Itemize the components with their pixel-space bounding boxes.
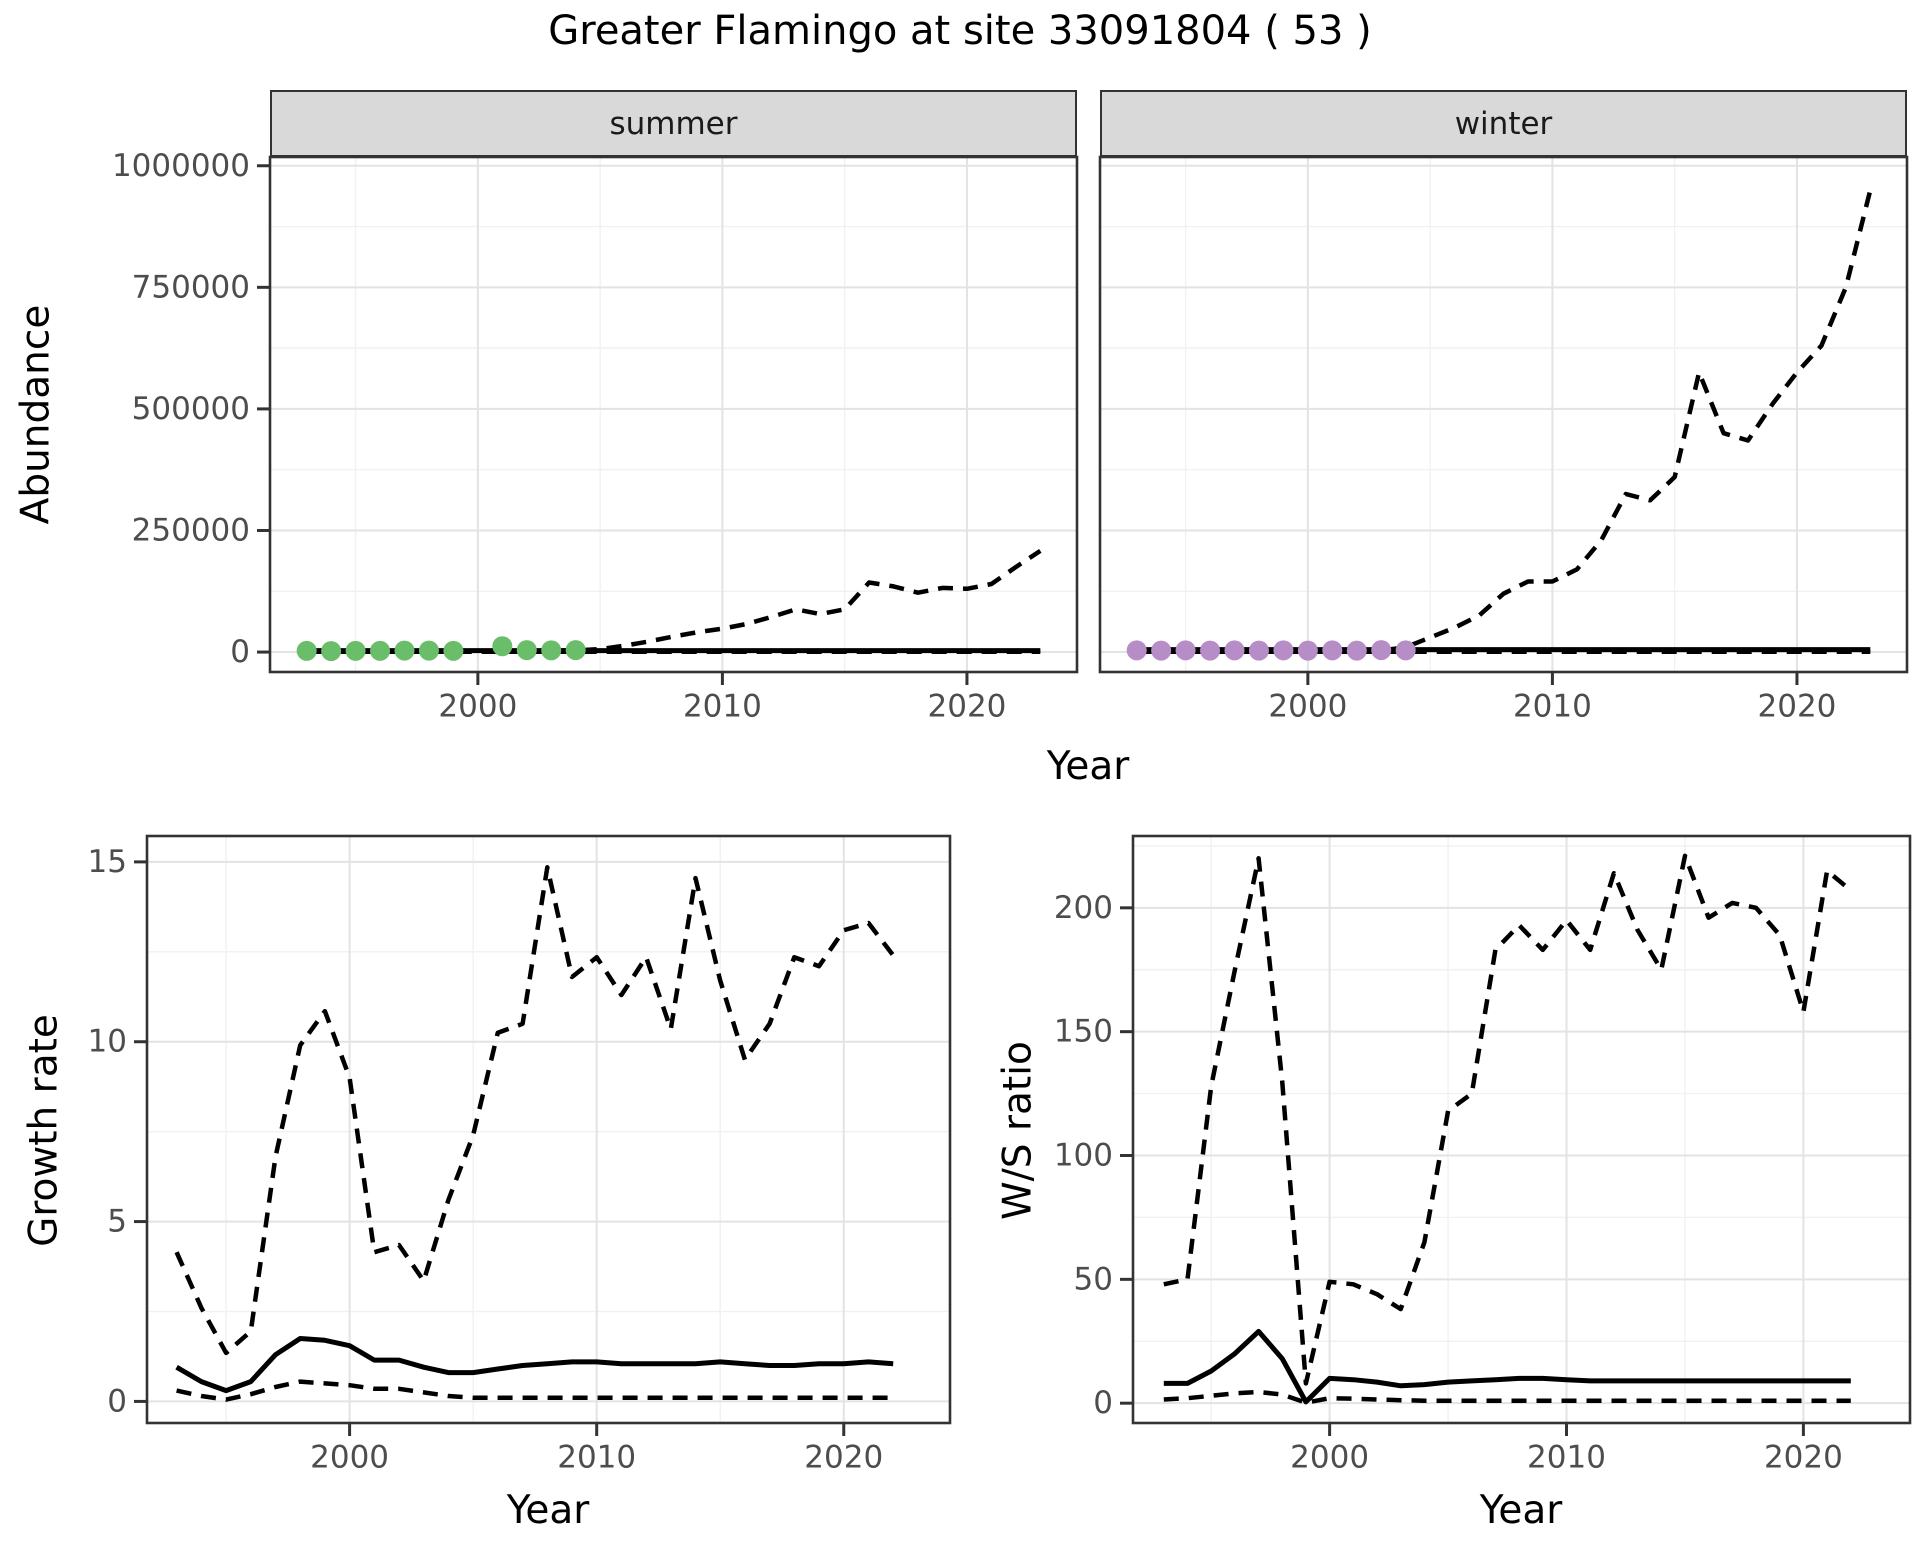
growth_rate-panel-border [145,834,952,1425]
winter-count-point [1395,640,1416,661]
y-tick-label: 0 [230,634,250,670]
y-tick-label: 15 [88,844,127,880]
summer-count-point [516,640,537,661]
figure-title: Greater Flamingo at site 33091804 ( 53 ) [548,8,1372,54]
facet-strip-winter-label: winter [1454,105,1553,142]
x-tick-label: 2020 [1758,688,1837,724]
summer-count-point [565,640,586,661]
winter-count-point [1151,640,1172,661]
series-growth_rate-lower_ci [176,1379,894,1402]
winter-count-point [1371,640,1392,661]
x-axis-title-year-bottom-left: Year [506,1488,590,1533]
x-tick-label: 2020 [928,688,1007,724]
winter-count-point [1248,640,1269,661]
x-tick-label: 2010 [1527,1439,1606,1475]
winter-count-point [1346,640,1367,661]
y-tick-label: 1000000 [112,148,250,184]
series-ws_ratio-lower_ci [1163,1389,1851,1405]
winter_abundance-panel-border [1098,155,1909,674]
series-growth_rate-fit [175,1336,894,1394]
ws_ratio-panel-bg [1133,836,1910,1423]
winter-count-point [1200,640,1221,661]
winter-count-point [1273,640,1294,661]
summer-count-point [418,640,439,661]
x-tick-label: 2000 [1290,1439,1369,1475]
winter-count-point [1322,640,1343,661]
summer-count-point [492,636,513,657]
y-tick-label: 0 [1093,1385,1113,1421]
summer-count-point [541,640,562,661]
x-tick-label: 2010 [1513,688,1592,724]
ws_ratio-panel-border [1131,834,1912,1425]
x-tick-label: 2000 [1268,688,1347,724]
winter-count-point [1126,640,1147,661]
y-tick-label: 100 [1054,1138,1113,1174]
x-tick-label: 2020 [1764,1439,1843,1475]
winter-count-point [1297,640,1318,661]
facet-strip-summer: summer [270,90,1077,157]
facet-strip-winter: winter [1100,90,1907,157]
winter-count-point [1175,640,1196,661]
summer-count-point [296,640,317,661]
facet-strip-summer-label: summer [609,105,738,142]
x-tick-label: 2000 [310,1439,389,1475]
y-tick-label: 250000 [132,512,250,548]
series-winter_abundance-upper_ci [1136,189,1873,654]
summer-count-point [394,640,415,661]
x-axis-title-year-bottom-right: Year [1479,1488,1563,1533]
winter_abundance-panel-bg [1100,157,1907,672]
y-tick-label: 150 [1054,1014,1113,1050]
y-tick-label: 50 [1074,1261,1113,1297]
x-tick-label: 2020 [804,1439,883,1475]
summer_abundance-panel-border [268,155,1079,674]
x-tick-label: 2010 [557,1439,636,1475]
winter-count-point [1224,640,1245,661]
summer-count-point [370,640,391,661]
y-tick-label: 10 [88,1024,127,1060]
y-tick-label: 200 [1054,890,1113,926]
y-tick-label: 500000 [132,391,250,427]
growth_rate-panel-bg [147,836,950,1423]
series-growth_rate-upper_ci [174,865,895,1356]
series-ws_ratio-upper_ci [1163,853,1853,1386]
series-ws_ratio-fit [1163,1328,1851,1405]
summer_abundance-panel-bg [270,157,1077,672]
y-tick-label: 750000 [132,269,250,305]
x-tick-label: 2010 [683,688,762,724]
summer-count-point [321,641,342,662]
x-axis-title-year-top: Year [1046,744,1130,789]
summer-count-point [345,640,366,661]
y-tick-label: 5 [107,1204,127,1240]
summer-count-point [443,640,464,661]
series-summer_abundance-upper_ci [306,549,1042,654]
x-tick-label: 2000 [438,688,517,724]
y-tick-label: 0 [107,1383,127,1419]
